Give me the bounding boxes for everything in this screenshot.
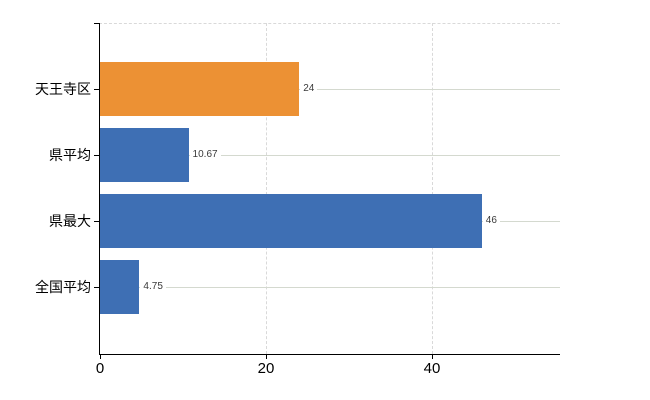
x-axis-tick <box>432 354 433 359</box>
x-axis <box>99 354 560 355</box>
x-tick-label: 40 <box>423 360 441 377</box>
value-label: 4.75 <box>140 280 166 293</box>
category-label: 天王寺区 <box>35 81 91 97</box>
gridline-horizontal <box>100 89 560 90</box>
bar <box>100 194 482 248</box>
x-axis-tick <box>266 354 267 359</box>
y-axis <box>99 23 100 355</box>
y-axis-cap-tick <box>94 23 100 24</box>
x-axis-tick <box>100 354 101 359</box>
value-label: 24 <box>300 82 318 95</box>
y-axis-tick <box>94 89 100 90</box>
plot-top-border <box>99 23 560 24</box>
x-tick-label: 20 <box>257 360 275 377</box>
value-label: 10.67 <box>189 148 221 161</box>
category-label: 県最大 <box>49 213 91 229</box>
y-axis-tick <box>94 287 100 288</box>
category-label: 県平均 <box>49 147 91 163</box>
category-label: 全国平均 <box>35 279 91 295</box>
y-axis-tick <box>94 155 100 156</box>
gridline-horizontal <box>100 155 560 156</box>
gridline-vertical <box>432 23 433 354</box>
gridline-vertical <box>266 23 267 354</box>
bar <box>100 62 300 116</box>
y-axis-tick <box>94 221 100 222</box>
gridline-horizontal <box>100 287 560 288</box>
x-tick-label: 0 <box>95 360 105 377</box>
bar <box>100 128 189 182</box>
value-label: 46 <box>482 214 500 227</box>
bar <box>100 260 140 314</box>
